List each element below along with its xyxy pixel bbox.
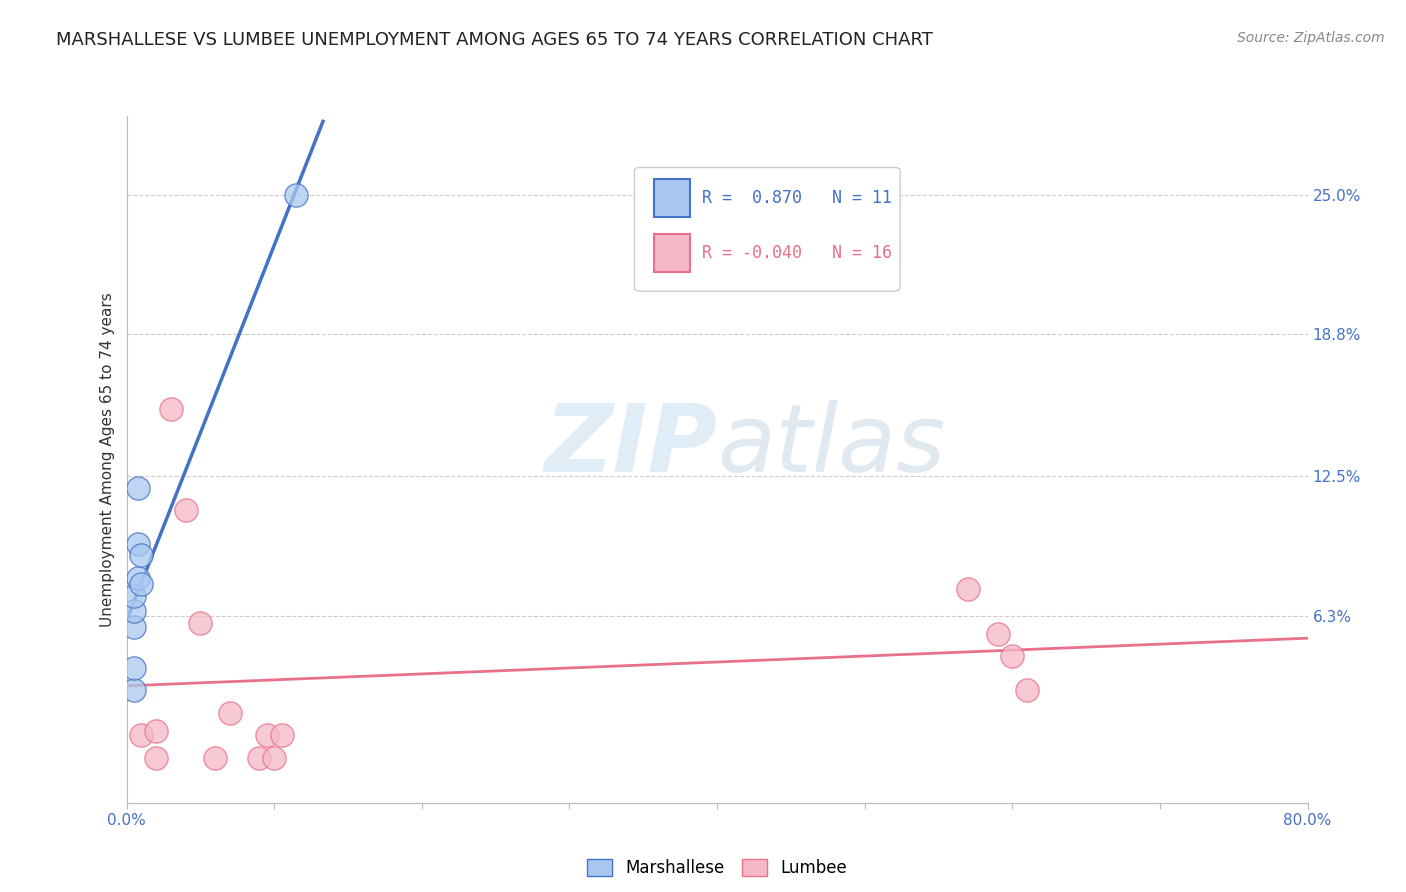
FancyBboxPatch shape bbox=[654, 179, 690, 218]
Point bbox=[122, 604, 145, 618]
Text: R = -0.040   N = 16: R = -0.040 N = 16 bbox=[702, 244, 891, 262]
FancyBboxPatch shape bbox=[634, 168, 900, 291]
Legend: Marshallese, Lumbee: Marshallese, Lumbee bbox=[581, 852, 853, 884]
Point bbox=[1017, 683, 1039, 698]
Point bbox=[1001, 649, 1024, 664]
Point bbox=[987, 627, 1010, 641]
Text: R =  0.870   N = 11: R = 0.870 N = 11 bbox=[702, 189, 891, 207]
Text: atlas: atlas bbox=[717, 401, 945, 491]
Point bbox=[127, 571, 149, 585]
FancyBboxPatch shape bbox=[654, 235, 690, 272]
Point bbox=[247, 751, 270, 765]
Point bbox=[129, 728, 153, 742]
Point bbox=[956, 582, 979, 596]
Point bbox=[122, 589, 145, 603]
Point bbox=[122, 620, 145, 634]
Point bbox=[263, 751, 285, 765]
Point bbox=[145, 751, 167, 765]
Text: Source: ZipAtlas.com: Source: ZipAtlas.com bbox=[1237, 31, 1385, 45]
Point bbox=[129, 577, 153, 591]
Point bbox=[188, 615, 211, 630]
Point bbox=[127, 537, 149, 551]
Point bbox=[256, 728, 278, 742]
Point bbox=[174, 503, 197, 517]
Y-axis label: Unemployment Among Ages 65 to 74 years: Unemployment Among Ages 65 to 74 years bbox=[100, 292, 115, 627]
Point bbox=[122, 683, 145, 698]
Point bbox=[129, 548, 153, 562]
Text: ZIP: ZIP bbox=[544, 400, 717, 491]
Point bbox=[285, 187, 308, 202]
Point bbox=[204, 751, 226, 765]
Point bbox=[270, 728, 292, 742]
Text: MARSHALLESE VS LUMBEE UNEMPLOYMENT AMONG AGES 65 TO 74 YEARS CORRELATION CHART: MARSHALLESE VS LUMBEE UNEMPLOYMENT AMONG… bbox=[56, 31, 934, 49]
Point bbox=[219, 706, 242, 720]
Point bbox=[122, 661, 145, 675]
Point bbox=[159, 401, 183, 416]
Point bbox=[127, 481, 149, 495]
Point bbox=[145, 723, 167, 738]
